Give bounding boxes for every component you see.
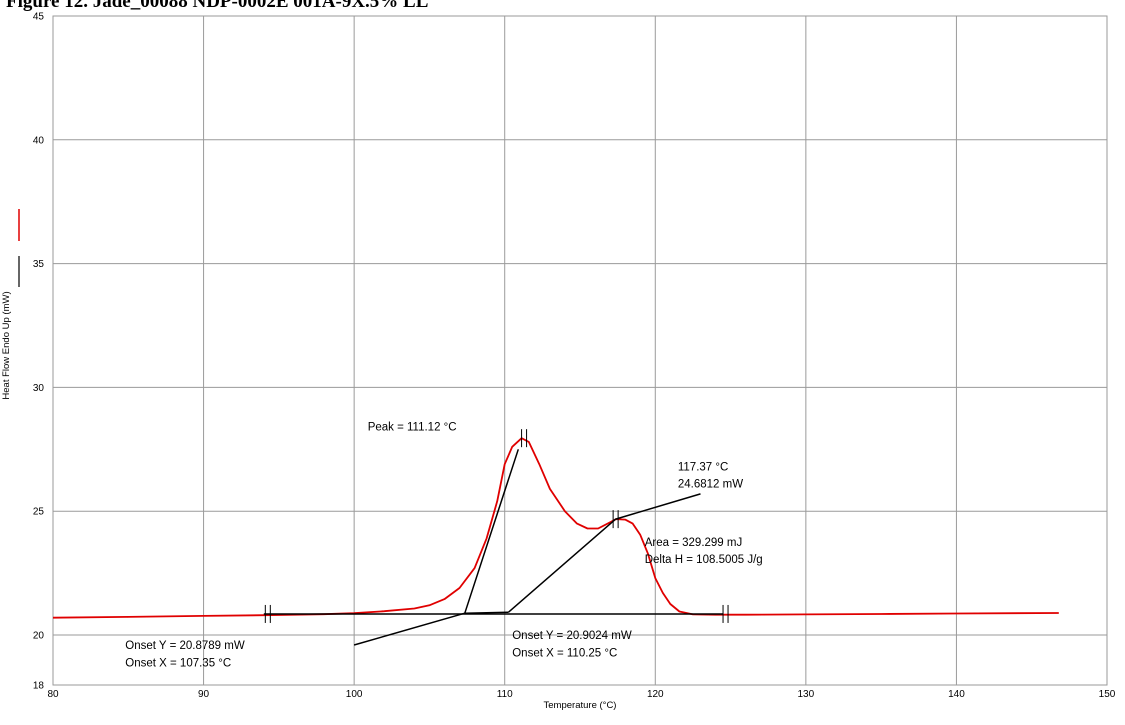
construction-line <box>464 611 509 614</box>
construction-line <box>508 493 701 613</box>
x-tick-label: 100 <box>346 689 363 700</box>
annotation-label: 24.6812 mW <box>678 479 743 491</box>
annotation-label: Onset X = 107.35 °C <box>125 657 231 669</box>
annotation-label: 117.37 °C <box>678 461 728 473</box>
y-tick-label: 30 <box>33 383 45 394</box>
x-tick-label: 110 <box>497 689 513 700</box>
construction-line <box>353 612 466 646</box>
annotation-label: Area = 329.299 mJ <box>645 537 743 549</box>
x-tick-label: 80 <box>47 689 59 700</box>
annotation-label: Onset Y = 20.9024 mW <box>512 630 632 642</box>
chart-title: Figure 12. Jade_00088 NDP-0002E 001A-9X.… <box>6 0 429 12</box>
annotation-label: Delta H = 108.5005 J/g <box>645 554 763 566</box>
plot-frame <box>52 15 1108 686</box>
construction-line <box>464 449 520 614</box>
x-tick-label: 120 <box>647 689 664 700</box>
y-tick-label: 18 <box>33 681 45 692</box>
y-tick-label: 40 <box>33 135 45 146</box>
y-tick-label: 25 <box>33 507 45 518</box>
x-axis-label: Temperature (°C) <box>544 700 617 711</box>
annotation-label: Peak = 111.12 °C <box>368 422 457 434</box>
annotation-label: Onset X = 110.25 °C <box>512 647 617 659</box>
y-tick-label: 20 <box>33 631 45 642</box>
x-tick-label: 140 <box>948 689 965 700</box>
heat-flow-curve <box>52 437 1059 619</box>
y-tick-label: 35 <box>33 259 45 270</box>
y-axis-label: Heat Flow Endo Up (mW) <box>1 291 12 399</box>
annotation-label: Onset Y = 20.8789 mW <box>125 640 245 652</box>
y-tick-label: 45 <box>33 12 45 23</box>
x-tick-label: 90 <box>198 689 210 700</box>
x-tick-label: 150 <box>1099 689 1116 700</box>
x-tick-label: 130 <box>798 689 815 700</box>
